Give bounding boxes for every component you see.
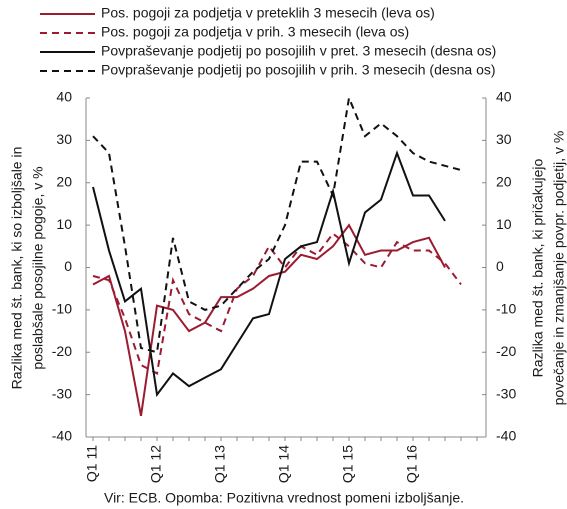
x-tick-label: Q1 13 (212, 445, 228, 483)
y2-tick-label: -20 (496, 343, 516, 359)
y2-tick-label: 30 (496, 131, 512, 147)
legend-label: Povpraševanje podjetij po posojilih v pr… (101, 43, 496, 59)
y2-axis-label: Razlika med št. bank, ki pričakujejo (530, 158, 546, 377)
x-tick-label: Q1 15 (340, 445, 356, 483)
legend-label: Pos. pogoji za podjetja v prih. 3 meseci… (101, 24, 409, 40)
y-tick-label: 40 (56, 89, 72, 105)
y-tick-label: 0 (64, 258, 72, 274)
y2-tick-label: -10 (496, 301, 516, 317)
series-line (92, 223, 446, 416)
y-tick-label: 20 (56, 173, 72, 189)
y-tick-label: 10 (56, 216, 72, 232)
y2-tick-label: -40 (496, 428, 516, 444)
y-axis-label: poslabšale posojilne pogoje, v % (30, 166, 46, 369)
y2-axis-label: povečanje in zmanjšanje povpr. podjetij,… (551, 131, 567, 406)
y-tick-label: -40 (52, 428, 72, 444)
x-tick-label: Q1 14 (276, 445, 292, 483)
x-tick-label: Q1 11 (84, 445, 100, 482)
y-tick-label: -10 (52, 301, 72, 317)
y-tick-label: -30 (52, 385, 72, 401)
y2-tick-label: 0 (496, 258, 504, 274)
legend-label: Povpraševanje podjetij po posojilih v pr… (101, 62, 496, 78)
x-tick-label: Q1 16 (404, 445, 420, 483)
y2-tick-label: 10 (496, 216, 512, 232)
y-tick-label: 30 (56, 131, 72, 147)
y2-tick-label: 40 (496, 89, 512, 105)
series-line (92, 150, 446, 398)
source-note: Vir: ECB. Opomba: Pozitivna vrednost pom… (104, 490, 464, 506)
y2-tick-label: -30 (496, 385, 516, 401)
x-tick-label: Q1 12 (148, 445, 164, 483)
y2-tick-label: 20 (496, 173, 512, 189)
legend-label: Pos. pogoji za podjetja v preteklih 3 me… (101, 5, 435, 21)
y-tick-label: -20 (52, 343, 72, 359)
y-axis-label: Razlika med št. bank, ki so izboljšale i… (9, 147, 25, 390)
series-line (92, 232, 462, 375)
series-line (92, 94, 462, 354)
